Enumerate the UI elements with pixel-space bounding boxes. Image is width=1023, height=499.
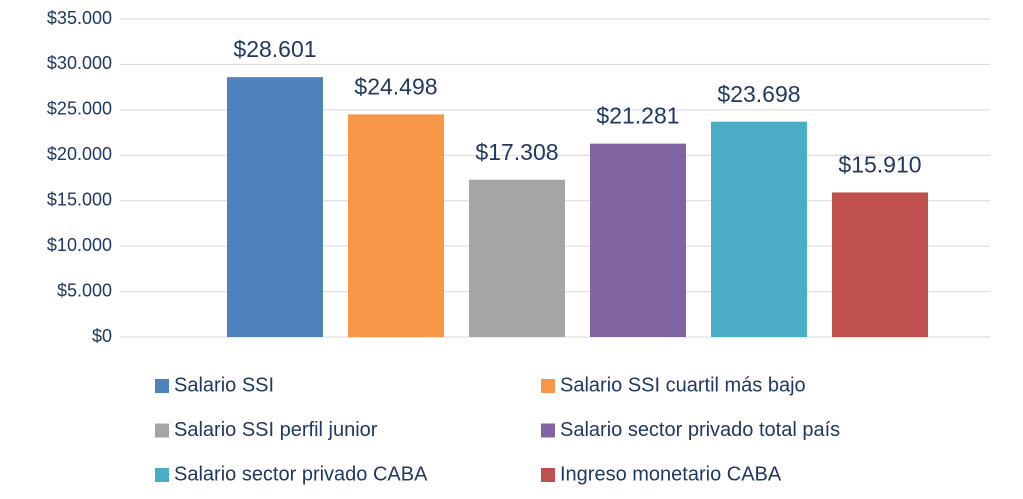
- bar: [590, 143, 686, 337]
- legend-swatch: [541, 379, 555, 393]
- y-tick-label: $35.000: [47, 8, 112, 28]
- value-label: $15.910: [838, 152, 921, 178]
- legend-swatch: [155, 379, 169, 393]
- legend-swatch: [541, 468, 555, 482]
- bar: [227, 77, 323, 337]
- y-tick-label: $0: [92, 326, 112, 346]
- legend-swatch: [541, 423, 555, 438]
- legend-label: Salario SSI cuartil más bajo: [560, 374, 806, 396]
- y-tick-label: $20.000: [47, 144, 112, 164]
- y-tick-label: $15.000: [47, 189, 112, 209]
- y-tick-label: $10.000: [47, 235, 112, 255]
- y-tick-label: $30.000: [47, 53, 112, 73]
- value-label: $28.601: [233, 36, 316, 62]
- legend-swatch: [155, 468, 169, 482]
- legend-label: Salario SSI: [174, 374, 274, 396]
- bar: [348, 114, 444, 337]
- value-label: $21.281: [596, 103, 679, 129]
- value-label: $24.498: [354, 73, 437, 99]
- bar: [711, 121, 807, 338]
- bar: [832, 192, 928, 337]
- legend-label: Salario sector privado total país: [560, 419, 840, 441]
- bar: [469, 179, 565, 337]
- value-label: $23.698: [717, 81, 800, 107]
- value-label: $17.308: [475, 139, 558, 165]
- y-tick-label: $25.000: [47, 99, 112, 119]
- y-tick-label: $5.000: [57, 280, 112, 300]
- legend-swatch: [155, 423, 169, 438]
- legend-label: Salario SSI perfil junior: [174, 419, 378, 441]
- legend-label: Ingreso monetario CABA: [560, 463, 782, 485]
- legend-label: Salario sector privado CABA: [174, 463, 428, 485]
